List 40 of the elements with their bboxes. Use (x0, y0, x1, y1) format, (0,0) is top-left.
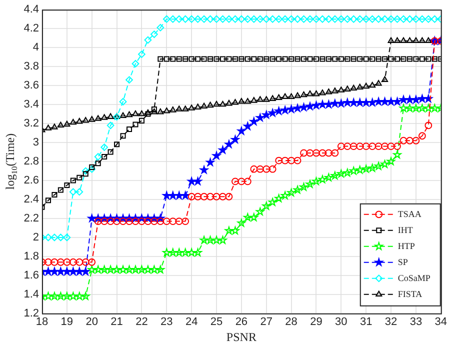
y-tick-label: 4 (32, 42, 39, 54)
y-tick-label: 2 (32, 231, 39, 244)
y-tick-label: 4.2 (24, 22, 39, 35)
x-tick-label: 34 (434, 316, 448, 328)
legend-label: HTP (398, 240, 415, 251)
y-tick-label: 3.8 (24, 60, 39, 73)
y-axis-title: log10(Time) (3, 133, 20, 190)
x-tick-label: 32 (384, 316, 398, 328)
x-tick-label: 28 (285, 316, 298, 328)
x-tick-label: 33 (410, 316, 422, 328)
x-tick-label: 25 (210, 316, 223, 328)
x-tick-label: 27 (260, 316, 272, 328)
legend-label: FISTA (398, 288, 423, 299)
x-tick-label: 24 (185, 316, 198, 328)
x-tick-label: 23 (160, 316, 173, 328)
y-tick-label: 1.8 (24, 250, 39, 262)
x-tick-label: 31 (360, 316, 372, 328)
y-tick-label: 2.4 (24, 194, 39, 206)
x-tick-label: 29 (310, 316, 322, 328)
x-tick-label: 20 (86, 316, 98, 328)
x-tick-label: 19 (60, 316, 74, 328)
y-tick-label: 2.2 (24, 212, 39, 224)
legend-label: IHT (398, 224, 414, 235)
y-tick-label: 3 (32, 136, 39, 149)
x-tick-label: 21 (110, 316, 123, 328)
y-tick-label: 3.6 (24, 80, 39, 92)
y-tick-label: 1.6 (24, 269, 39, 282)
legend-label: SP (398, 256, 408, 267)
y-tick-label: 3.4 (24, 98, 39, 111)
x-axis-title: PSNR (226, 330, 256, 344)
y-tick-label: 4.4 (24, 4, 39, 16)
x-tick-label: 22 (136, 316, 148, 328)
y-tick-label: 2.6 (24, 174, 39, 187)
x-tick-label: 26 (235, 316, 248, 328)
legend-label: CoSaMP (398, 272, 430, 283)
y-tick-label: 3.2 (24, 118, 39, 130)
x-tick-label: 30 (335, 316, 348, 328)
y-tick-label: 1.4 (24, 288, 39, 300)
legend-label: TSAA (398, 208, 422, 219)
y-tick-label: 2.8 (24, 156, 39, 168)
